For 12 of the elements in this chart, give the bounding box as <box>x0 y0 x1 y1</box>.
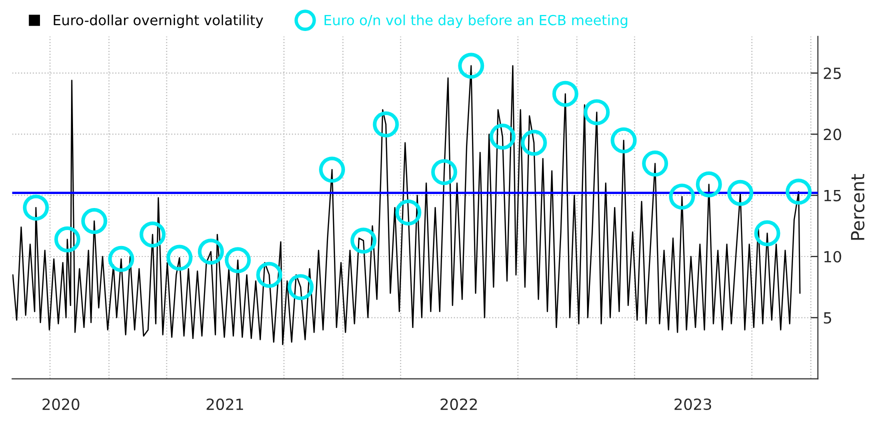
y-tick-label: 20 <box>824 128 842 140</box>
x-tick-label: 2021 <box>206 398 244 410</box>
y-tick-label: 15 <box>824 190 841 202</box>
legend-label: Euro o/n vol the day before an ECB meeting <box>324 14 628 28</box>
y-axis-title: Percent <box>851 174 864 240</box>
x-tick-label: 2023 <box>674 398 712 410</box>
x-tick-label: 2020 <box>42 398 80 410</box>
y-tick-label: 25 <box>824 68 841 80</box>
y-tick-label: 10 <box>824 250 842 263</box>
y-tick-label: 5 <box>824 312 832 324</box>
x-tick-label: 2022 <box>440 398 477 410</box>
legend-label: Euro-dollar overnight volatility <box>54 14 264 28</box>
